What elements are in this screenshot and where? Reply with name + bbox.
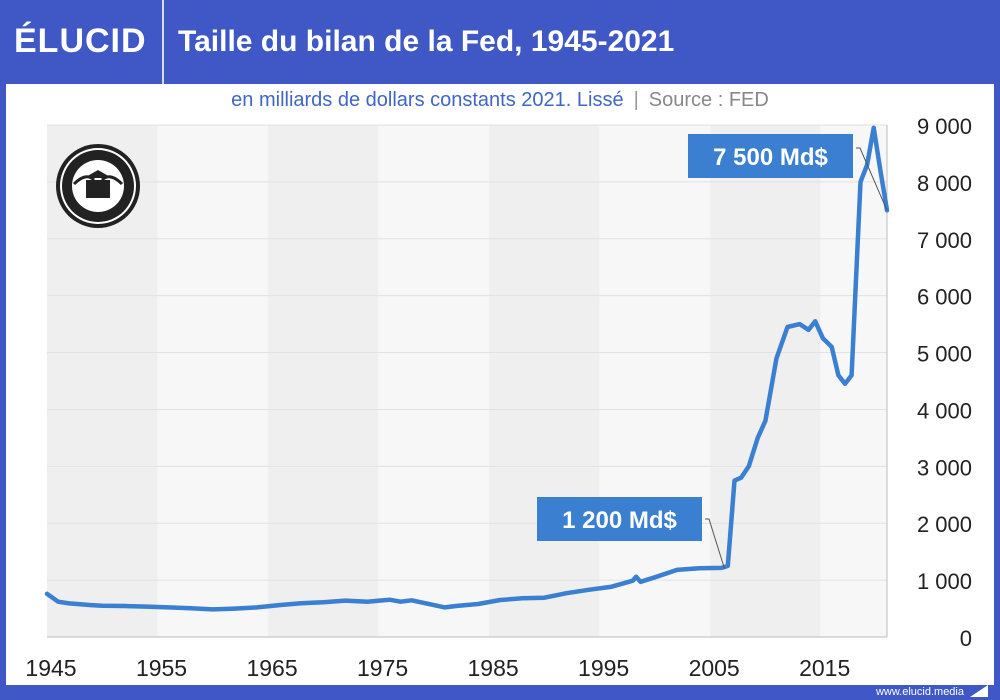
decade-band — [489, 125, 600, 637]
x-tick-label: 2005 — [689, 655, 740, 681]
header: ÉLUCID Taille du bilan de la Fed, 1945-2… — [0, 0, 1000, 84]
annotation-label: 1 200 Md$ — [562, 507, 677, 534]
x-tick-label: 2015 — [799, 655, 850, 681]
header-divider — [162, 0, 164, 84]
x-tick-label: 1965 — [246, 655, 297, 681]
y-tick-label: 0 — [960, 626, 972, 651]
annotation-box — [537, 497, 702, 541]
elucid-mark-icon — [970, 685, 988, 697]
y-tick-label: 4 000 — [917, 398, 972, 423]
x-tick-label: 1975 — [357, 655, 408, 681]
annotation-leader — [856, 147, 888, 211]
subtitle-separator: | — [633, 89, 639, 111]
series-line — [44, 125, 890, 612]
decade-band — [378, 125, 490, 637]
elucid-logo: ÉLUCID — [14, 22, 147, 60]
y-tick-label: 7 000 — [917, 228, 972, 253]
decade-band — [820, 125, 887, 637]
chart-subtitle: en milliards de dollars constants 2021. … — [0, 89, 1000, 112]
annotation-box — [688, 134, 853, 178]
x-tick-label: 1945 — [25, 655, 76, 681]
x-tick-label: 1955 — [136, 655, 187, 681]
y-tick-label: 2 000 — [917, 512, 972, 537]
decade-band — [268, 125, 379, 637]
annotation-label: 7 500 Md$ — [713, 144, 828, 171]
y-tick-label: 6 000 — [917, 285, 972, 310]
chart-title: Taille du bilan de la Fed, 1945-2021 — [178, 25, 675, 58]
x-tick-label: 1995 — [578, 655, 629, 681]
decade-band — [599, 125, 711, 637]
source-text: Source : FED — [648, 89, 769, 111]
y-tick-label: 1 000 — [917, 569, 972, 594]
y-tick-label: 5 000 — [917, 342, 972, 367]
y-tick-label: 8 000 — [917, 171, 972, 196]
x-tick-label: 1985 — [468, 655, 519, 681]
subtitle-text: en milliards de dollars constants 2021. … — [231, 89, 624, 111]
y-tick-label: 3 000 — [917, 455, 972, 480]
y-tick-label: 9 000 — [917, 114, 972, 139]
federal-reserve-seal-icon — [56, 144, 140, 228]
decade-band — [157, 125, 269, 637]
annotation-leader — [705, 518, 726, 569]
footer-url[interactable]: www.elucid.media — [875, 686, 964, 698]
